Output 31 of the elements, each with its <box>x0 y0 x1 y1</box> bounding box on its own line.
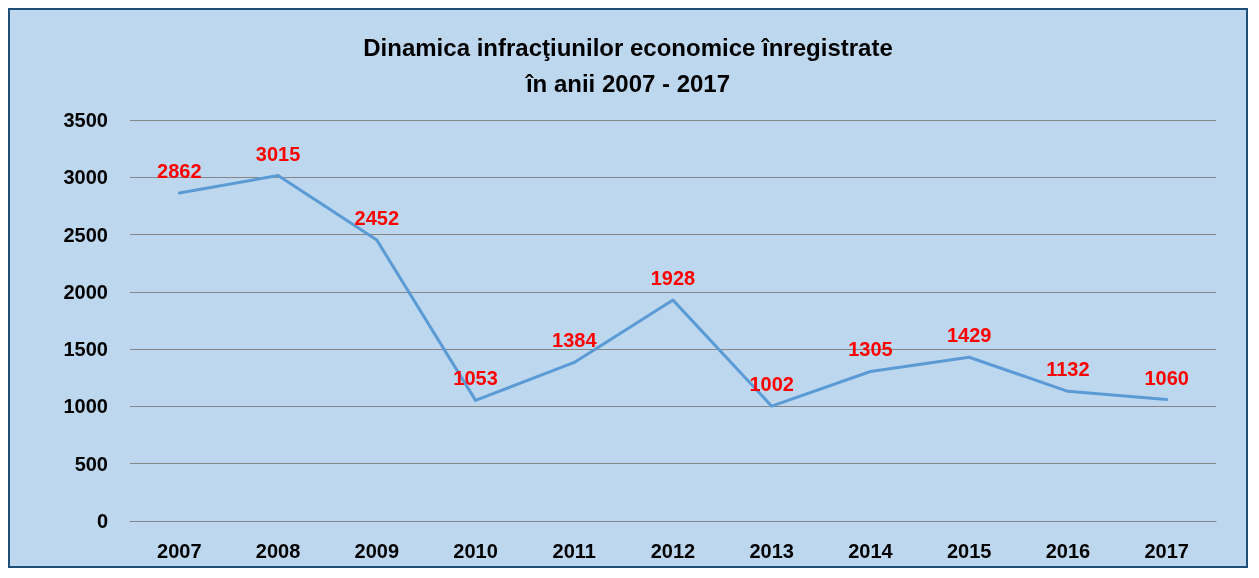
y-tick-label: 3000 <box>63 166 108 189</box>
x-tick-label: 2013 <box>749 540 794 562</box>
x-tick-label: 2010 <box>453 540 498 562</box>
data-label: 1002 <box>749 373 794 396</box>
data-label: 1928 <box>650 267 696 290</box>
x-tick-label: 2017 <box>1144 540 1189 562</box>
y-tick-label: 3500 <box>63 109 108 131</box>
x-tick-label: 2012 <box>650 540 696 562</box>
data-label: 1305 <box>848 338 893 361</box>
x-tick-label: 2009 <box>354 540 400 562</box>
data-label: 2452 <box>354 207 400 230</box>
y-tick-label: 2000 <box>63 280 108 303</box>
y-tick-label: 1000 <box>63 395 108 418</box>
y-tick-label: 500 <box>74 452 108 475</box>
x-tick-label: 2016 <box>1045 540 1091 562</box>
x-tick-label: 2015 <box>946 540 992 562</box>
x-tick-label: 2011 <box>552 540 596 562</box>
data-label: 2862 <box>157 160 202 183</box>
data-label: 1429 <box>946 324 992 347</box>
data-label: 1384 <box>552 329 598 352</box>
y-tick-label: 0 <box>96 510 108 532</box>
y-tick-label: 1500 <box>63 338 108 361</box>
data-label: 1053 <box>453 367 498 390</box>
data-label: 1132 <box>1046 358 1090 381</box>
data-label: 3015 <box>255 142 301 165</box>
y-tick-label: 2500 <box>63 223 108 246</box>
data-label: 1060 <box>1144 366 1189 389</box>
x-tick-label: 2008 <box>255 540 301 562</box>
x-tick-label: 2014 <box>848 540 894 562</box>
chart-title: Dinamica infracţiunilor economice înregistrate în anii 2007 - 2017 <box>363 33 893 97</box>
x-tick-label: 2007 <box>157 540 202 562</box>
